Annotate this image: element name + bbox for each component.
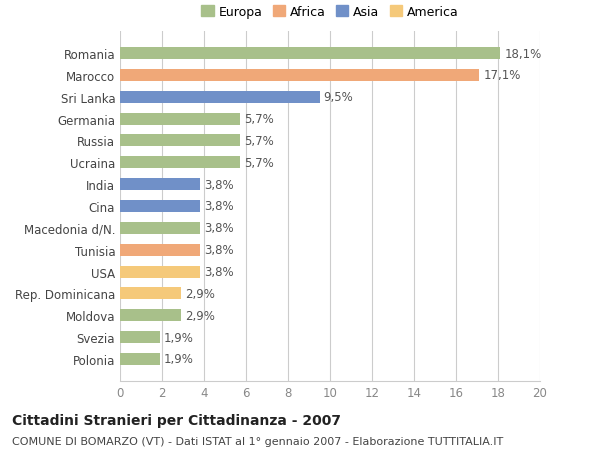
- Text: 2,9%: 2,9%: [185, 287, 215, 300]
- Text: 3,8%: 3,8%: [204, 200, 233, 213]
- Text: 5,7%: 5,7%: [244, 134, 274, 148]
- Text: 18,1%: 18,1%: [504, 47, 542, 61]
- Text: 1,9%: 1,9%: [164, 331, 194, 344]
- Text: 3,8%: 3,8%: [204, 222, 233, 235]
- Text: 17,1%: 17,1%: [484, 69, 521, 82]
- Text: 3,8%: 3,8%: [204, 265, 233, 279]
- Text: 1,9%: 1,9%: [164, 353, 194, 366]
- Bar: [120, 48, 500, 60]
- Text: 5,7%: 5,7%: [244, 157, 274, 169]
- Bar: [120, 201, 200, 213]
- Text: 5,7%: 5,7%: [244, 113, 274, 126]
- Bar: [120, 309, 181, 321]
- Bar: [120, 157, 240, 169]
- Text: 2,9%: 2,9%: [185, 309, 215, 322]
- Bar: [120, 288, 181, 300]
- Bar: [120, 244, 200, 256]
- Text: Cittadini Stranieri per Cittadinanza - 2007: Cittadini Stranieri per Cittadinanza - 2…: [12, 413, 341, 427]
- Bar: [120, 266, 200, 278]
- Text: 3,8%: 3,8%: [204, 244, 233, 257]
- Bar: [120, 92, 320, 104]
- Text: COMUNE DI BOMARZO (VT) - Dati ISTAT al 1° gennaio 2007 - Elaborazione TUTTITALIA: COMUNE DI BOMARZO (VT) - Dati ISTAT al 1…: [12, 436, 503, 446]
- Bar: [120, 353, 160, 365]
- Bar: [120, 70, 479, 82]
- Bar: [120, 113, 240, 125]
- Bar: [120, 331, 160, 343]
- Legend: Europa, Africa, Asia, America: Europa, Africa, Asia, America: [199, 4, 461, 22]
- Bar: [120, 222, 200, 235]
- Bar: [120, 135, 240, 147]
- Text: 3,8%: 3,8%: [204, 178, 233, 191]
- Text: 9,5%: 9,5%: [324, 91, 353, 104]
- Bar: [120, 179, 200, 191]
